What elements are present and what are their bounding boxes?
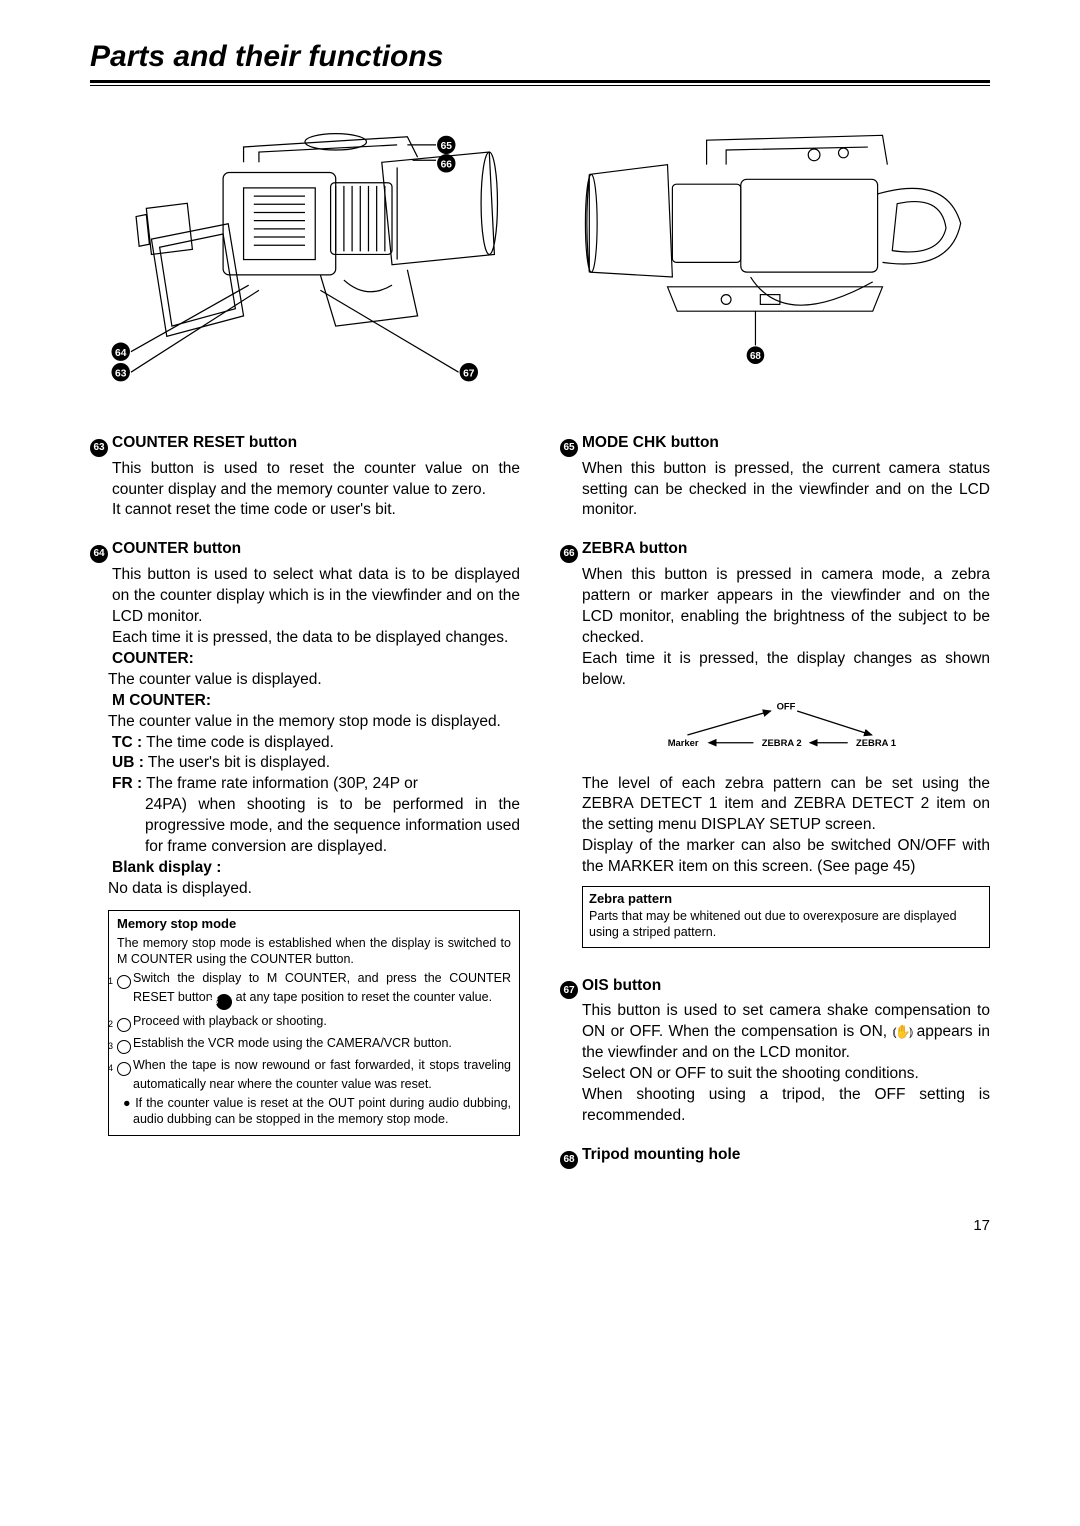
ois-p2: Select ON or OFF to suit the shooting co… <box>560 1064 990 1085</box>
step-2-num: 2 <box>117 1018 131 1032</box>
tc-label: TC : <box>112 734 142 751</box>
counter-p2: Each time it is pressed, the data to be … <box>90 628 520 649</box>
memory-bullet-text: If the counter value is reset at the OUT… <box>133 1096 511 1126</box>
zebra-diagram: OFF Marker ZEBRA 2 ZEBRA 1 <box>582 699 990 764</box>
mcounter-text: The counter value in the memory stop mod… <box>90 712 520 733</box>
fr-text-cont: 24PA) when shooting is to be performed i… <box>90 795 520 858</box>
tripod-title: Tripod mounting hole <box>582 1146 740 1163</box>
svg-text:64: 64 <box>115 348 127 359</box>
camera-right-svg: 68 <box>560 106 990 389</box>
content-columns: 63COUNTER RESET button This button is us… <box>90 433 990 1187</box>
step-1-num: 1 <box>117 975 131 989</box>
section-tripod: 68Tripod mounting hole <box>560 1145 990 1169</box>
memory-step-2: 2Proceed with playback or shooting. <box>117 1013 511 1032</box>
blank-text: No data is displayed. <box>90 879 520 900</box>
step-4-num: 4 <box>117 1062 131 1076</box>
section-zebra: 66ZEBRA button When this button is press… <box>560 539 990 947</box>
tc-line: TC : The time code is displayed. <box>90 733 520 754</box>
memory-s3: Establish the VCR mode using the CAMERA/… <box>133 1036 452 1050</box>
tc-text: The time code is displayed. <box>146 734 334 751</box>
camera-left-svg: 65 66 64 63 67 <box>90 106 520 403</box>
blank-label: Blank display : <box>90 858 520 879</box>
svg-text:63: 63 <box>115 368 127 379</box>
memory-step-3: 3Establish the VCR mode using the CAMERA… <box>117 1035 511 1054</box>
memory-s4: When the tape is now rewound or fast for… <box>133 1058 511 1091</box>
section-counter: 64COUNTER button This button is used to … <box>90 539 520 1136</box>
ub-text: The user's bit is displayed. <box>148 754 330 771</box>
memory-box-intro: The memory stop mode is established when… <box>117 935 511 968</box>
zebra-p3: The level of each zebra pattern can be s… <box>560 774 990 837</box>
section-counter-reset: 63COUNTER RESET button This button is us… <box>90 433 520 522</box>
fr-text-inline: The frame rate information (30P, 24P or <box>146 775 418 792</box>
zebra-title: ZEBRA button <box>582 540 687 557</box>
ub-line: UB : The user's bit is displayed. <box>90 753 520 774</box>
callout-67: 67 <box>560 981 578 999</box>
svg-text:ZEBRA 2: ZEBRA 2 <box>762 737 802 748</box>
zebra-box-title: Zebra pattern <box>589 891 983 908</box>
counter-reset-title: COUNTER RESET button <box>112 434 297 451</box>
svg-text:67: 67 <box>463 368 475 379</box>
svg-text:65: 65 <box>441 141 453 152</box>
zebra-pattern-box: Zebra pattern Parts that may be whitened… <box>582 886 990 947</box>
callout-68: 68 <box>560 1151 578 1169</box>
svg-text:66: 66 <box>441 159 453 170</box>
memory-bullet: ● If the counter value is reset at the O… <box>117 1095 511 1128</box>
callout-64: 64 <box>90 545 108 563</box>
memory-step-1: 1Switch the display to M COUNTER, and pr… <box>117 970 511 1010</box>
zebra-p2: Each time it is pressed, the display cha… <box>560 649 990 691</box>
svg-text:ZEBRA 1: ZEBRA 1 <box>856 737 896 748</box>
left-column: 63COUNTER RESET button This button is us… <box>90 433 520 1187</box>
figure-left: 65 66 64 63 67 <box>90 106 520 408</box>
memory-s2: Proceed with playback or shooting. <box>133 1014 327 1028</box>
ois-title: OIS button <box>582 977 661 994</box>
counter-title: COUNTER button <box>112 540 241 557</box>
counter-text: The counter value is displayed. <box>90 670 520 691</box>
figure-right: 68 <box>560 106 990 408</box>
page-number: 17 <box>90 1217 990 1234</box>
figure-row: 65 66 64 63 67 <box>90 106 990 408</box>
counter-label: COUNTER: <box>90 649 520 670</box>
section-ois: 67OIS button This button is used to set … <box>560 976 990 1127</box>
zebra-p1: When this button is pressed in camera mo… <box>560 565 990 649</box>
callout-63: 63 <box>90 439 108 457</box>
title-rule <box>90 80 990 86</box>
svg-text:Marker: Marker <box>668 737 699 748</box>
counter-reset-p2: It cannot reset the time code or user's … <box>90 500 520 521</box>
svg-text:OFF: OFF <box>777 700 796 711</box>
memory-stop-box: Memory stop mode The memory stop mode is… <box>108 910 520 1136</box>
ois-p1: This button is used to set camera shake … <box>560 1001 990 1064</box>
mcounter-label: M COUNTER: <box>90 691 520 712</box>
ois-p3: When shooting using a tripod, the OFF se… <box>560 1085 990 1127</box>
counter-p1: This button is used to select what data … <box>90 565 520 628</box>
memory-box-title: Memory stop mode <box>117 916 511 933</box>
zebra-cycle-svg: OFF Marker ZEBRA 2 ZEBRA 1 <box>656 699 916 759</box>
ois-icon: ⦅✋⦆ <box>892 1023 911 1041</box>
ub-label: UB : <box>112 754 144 771</box>
right-column: 65MODE CHK button When this button is pr… <box>560 433 990 1187</box>
zebra-box-text: Parts that may be whitened out due to ov… <box>589 908 983 941</box>
mode-chk-title: MODE CHK button <box>582 434 719 451</box>
callout-65: 65 <box>560 439 578 457</box>
zebra-p4: Display of the marker can also be switch… <box>560 836 990 878</box>
callout-66: 66 <box>560 545 578 563</box>
memory-step-4: 4When the tape is now rewound or fast fo… <box>117 1057 511 1092</box>
memory-s1-ref: 63 <box>216 994 232 1010</box>
mode-chk-p1: When this button is pressed, the current… <box>560 459 990 522</box>
page-title: Parts and their functions <box>90 40 990 74</box>
section-mode-chk: 65MODE CHK button When this button is pr… <box>560 433 990 522</box>
memory-s1b: at any tape position to reset the counte… <box>232 990 492 1004</box>
step-3-num: 3 <box>117 1040 131 1054</box>
counter-reset-p1: This button is used to reset the counter… <box>90 459 520 501</box>
fr-line: FR : The frame rate information (30P, 24… <box>90 774 520 795</box>
svg-text:68: 68 <box>750 351 761 362</box>
fr-label: FR : <box>112 775 142 792</box>
